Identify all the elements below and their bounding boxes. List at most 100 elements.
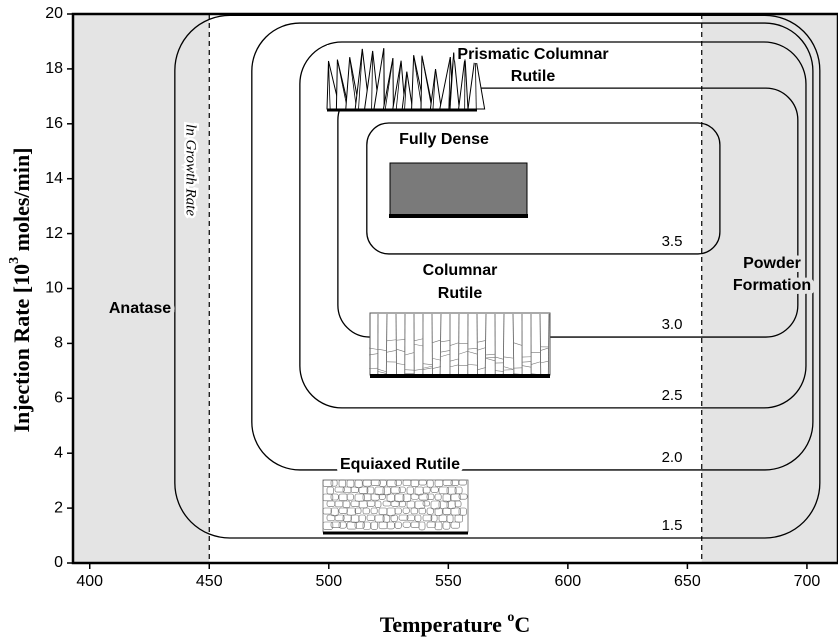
crystal-facet xyxy=(395,60,402,110)
grain xyxy=(354,507,362,515)
column xyxy=(439,313,442,376)
x-title-sup: o xyxy=(507,610,514,625)
grain xyxy=(358,514,366,522)
crystal-facet xyxy=(404,71,408,110)
crystal-facet xyxy=(432,69,436,110)
grain xyxy=(503,356,514,359)
grain xyxy=(330,493,339,501)
y-tick-label: 16 xyxy=(45,115,63,132)
rotated-annotation: ln Growth Rate xyxy=(183,124,199,216)
grain xyxy=(395,363,406,366)
region-label: Prismatic Columnar xyxy=(457,46,608,63)
grain xyxy=(386,339,397,342)
y-title-part: Injection Rate [10 xyxy=(9,264,34,433)
grain xyxy=(414,500,426,509)
grain xyxy=(368,347,379,350)
grain xyxy=(334,514,345,522)
y-tick-label: 20 xyxy=(45,5,63,22)
x-tick-label: 400 xyxy=(76,573,103,590)
grain xyxy=(354,479,363,489)
grain xyxy=(440,340,451,343)
grain xyxy=(390,500,400,507)
grain xyxy=(503,366,514,370)
grain xyxy=(346,493,354,501)
grain xyxy=(390,514,398,522)
grain xyxy=(422,486,431,494)
grain xyxy=(539,347,550,351)
grain xyxy=(398,500,406,508)
grain xyxy=(449,358,460,362)
grain xyxy=(434,493,442,501)
grain xyxy=(386,479,397,488)
y-tick-label: 18 xyxy=(45,60,63,77)
grain xyxy=(334,486,345,493)
grain xyxy=(370,479,381,486)
grain xyxy=(358,486,369,494)
region-label: Equiaxed Rutile xyxy=(340,456,460,473)
grain xyxy=(430,486,439,493)
grain xyxy=(362,521,371,530)
y-title-sup: 3 xyxy=(7,257,22,264)
grain xyxy=(426,479,434,488)
grain xyxy=(394,479,402,486)
column xyxy=(484,313,487,376)
grain xyxy=(370,493,380,501)
crystal-facet xyxy=(448,57,451,110)
grain xyxy=(467,351,478,355)
contour xyxy=(337,87,799,338)
y-tick-label: 8 xyxy=(54,335,63,352)
grain xyxy=(374,486,385,496)
grain xyxy=(382,486,391,496)
x-axis-title: Temperature oC xyxy=(380,610,531,637)
y-tick-label: 2 xyxy=(54,499,63,516)
grain xyxy=(450,479,459,486)
grain xyxy=(467,364,478,366)
grain xyxy=(413,368,424,371)
grain xyxy=(404,369,415,371)
grain xyxy=(410,479,419,487)
grain xyxy=(476,340,487,343)
grain xyxy=(394,507,402,515)
crystal-facet xyxy=(336,59,348,110)
grain xyxy=(377,348,388,352)
grain xyxy=(368,353,379,356)
grain xyxy=(512,342,523,346)
grain xyxy=(374,500,382,508)
column xyxy=(385,313,388,376)
contour-level-label: 2.0 xyxy=(662,449,683,466)
column xyxy=(539,313,542,376)
grain xyxy=(330,479,338,487)
grain xyxy=(494,356,505,360)
grain xyxy=(413,343,424,347)
grain xyxy=(398,514,409,521)
y-tick-label: 10 xyxy=(45,280,63,297)
crystal-facet xyxy=(421,55,433,110)
grain xyxy=(454,500,462,508)
region-label: Powder xyxy=(743,255,801,272)
grain xyxy=(422,363,433,365)
contour xyxy=(251,22,814,471)
grain xyxy=(426,493,435,501)
grain xyxy=(350,486,359,493)
contour xyxy=(299,41,807,409)
grain xyxy=(449,364,460,368)
x-tick-label: 700 xyxy=(794,573,821,590)
x-tick-label: 450 xyxy=(196,573,223,590)
grain xyxy=(440,353,451,357)
grain xyxy=(322,507,332,515)
grain xyxy=(413,338,424,342)
grain xyxy=(366,486,375,495)
grain xyxy=(346,507,357,516)
grain xyxy=(494,370,505,372)
region-label: Rutile xyxy=(511,68,556,85)
y-title-part: moles/min] xyxy=(9,147,34,256)
grain xyxy=(422,365,433,369)
grain xyxy=(414,514,422,522)
grain xyxy=(354,521,365,529)
grain xyxy=(458,350,469,355)
grain xyxy=(322,521,334,530)
x-title-part: C xyxy=(514,612,530,637)
grain xyxy=(422,514,433,522)
grain xyxy=(503,369,514,371)
grain xyxy=(362,507,370,515)
